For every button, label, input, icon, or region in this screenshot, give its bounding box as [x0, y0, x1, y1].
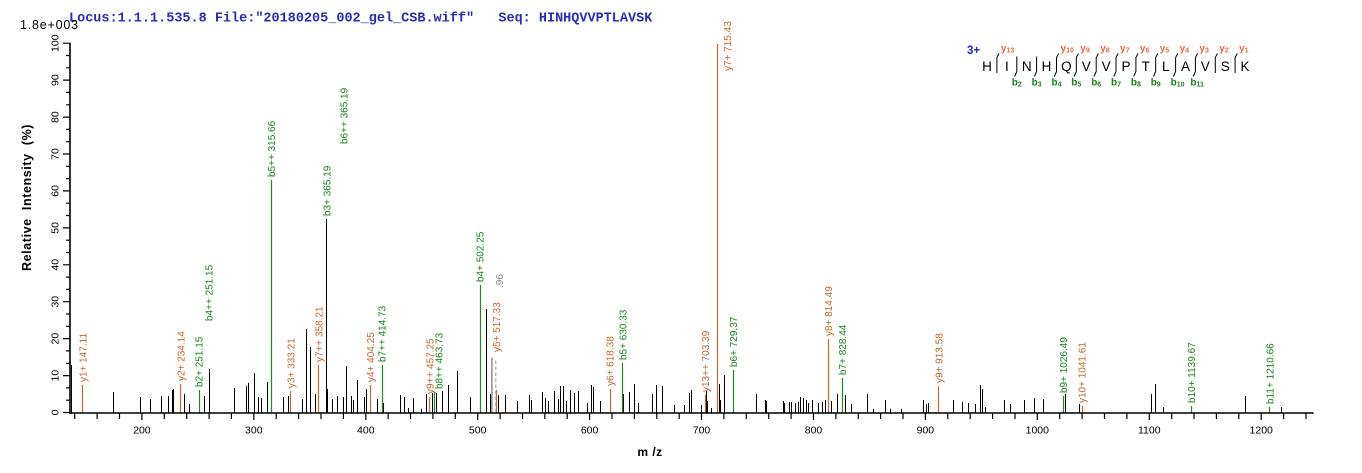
svg-text:V: V — [1102, 59, 1111, 74]
svg-text:y3+ 333.21: y3+ 333.21 — [287, 338, 298, 388]
svg-text:70: 70 — [50, 148, 62, 160]
svg-text:300: 300 — [245, 425, 263, 437]
svg-text:b5+ 630.33: b5+ 630.33 — [618, 309, 629, 360]
svg-text:500: 500 — [469, 425, 487, 437]
svg-text:b8++ 463.73: b8++ 463.73 — [434, 332, 445, 389]
svg-text:y9++ 457.25: y9++ 457.25 — [425, 338, 436, 394]
svg-text:40: 40 — [50, 259, 62, 271]
svg-text:Q: Q — [1061, 59, 1072, 74]
svg-text:b5++ 315.66: b5++ 315.66 — [267, 120, 278, 177]
svg-text:y9: y9 — [1080, 44, 1090, 55]
svg-text:b6++ 365.19: b6++ 365.19 — [339, 87, 350, 144]
svg-text:y6: y6 — [1140, 44, 1150, 55]
svg-text:1.8e+003: 1.8e+003 — [20, 18, 79, 32]
svg-text:H: H — [982, 59, 992, 74]
svg-text:A: A — [1181, 59, 1190, 74]
svg-text:V: V — [1201, 59, 1210, 74]
svg-text:y4: y4 — [1180, 44, 1190, 55]
svg-text:400: 400 — [357, 425, 375, 437]
svg-text:y7++ 358.21: y7++ 358.21 — [315, 306, 326, 362]
svg-text:Relative Intensity (%): Relative Intensity (%) — [20, 124, 34, 271]
svg-text:b10+ 1139.67: b10+ 1139.67 — [1187, 342, 1198, 403]
svg-text:50: 50 — [50, 222, 62, 234]
svg-text:y2+ 234.14: y2+ 234.14 — [177, 331, 188, 381]
svg-text:10: 10 — [50, 370, 62, 382]
svg-text:b6+ 729.37: b6+ 729.37 — [729, 316, 740, 367]
svg-text:0: 0 — [50, 409, 62, 415]
svg-text:b2: b2 — [1012, 78, 1022, 89]
svg-text:S: S — [1221, 59, 1230, 74]
svg-text:Locus:1.1.1.535.8 File:"201802: Locus:1.1.1.535.8 File:"20180205_002_gel… — [69, 12, 653, 27]
svg-text:b7+ 828.44: b7+ 828.44 — [838, 324, 849, 375]
svg-text:80: 80 — [50, 111, 62, 123]
svg-text:b6: b6 — [1091, 78, 1101, 89]
svg-text:900: 900 — [917, 425, 935, 437]
svg-text:y4+ 404.25: y4+ 404.25 — [366, 332, 377, 382]
svg-text:T: T — [1142, 59, 1150, 74]
svg-text:y13++ 703.39: y13++ 703.39 — [701, 330, 712, 392]
svg-text:m /z: m /z — [637, 445, 662, 459]
svg-text:y1: y1 — [1239, 44, 1249, 55]
svg-text:y1+ 147.11: y1+ 147.11 — [79, 333, 90, 382]
svg-text:b11: b11 — [1190, 78, 1204, 89]
svg-text:b5: b5 — [1071, 78, 1081, 89]
svg-text:P: P — [1121, 59, 1130, 74]
svg-text:y10+ 1041.61: y10+ 1041.61 — [1078, 342, 1089, 403]
svg-text:b4: b4 — [1052, 78, 1062, 89]
svg-text:b3: b3 — [1032, 78, 1042, 89]
svg-text:b2+ 251.15: b2+ 251.15 — [195, 336, 206, 387]
svg-text:700: 700 — [693, 425, 711, 437]
svg-text:b11+ 1210.66: b11+ 1210.66 — [1265, 343, 1276, 404]
svg-text:I: I — [1005, 59, 1009, 74]
svg-text:y6+ 618.38: y6+ 618.38 — [606, 336, 617, 386]
svg-text:1200: 1200 — [1250, 425, 1274, 437]
svg-text:b3+ 365.19: b3+ 365.19 — [322, 165, 333, 216]
svg-text:800: 800 — [805, 425, 823, 437]
svg-text:b4+ 502.25: b4+ 502.25 — [476, 231, 487, 282]
svg-text:b7++ 414.73: b7++ 414.73 — [378, 305, 389, 362]
svg-text:y7: y7 — [1120, 44, 1130, 55]
svg-text:y8+ 814.49: y8+ 814.49 — [824, 286, 835, 336]
svg-text:b8: b8 — [1131, 78, 1141, 89]
svg-text:y2: y2 — [1219, 44, 1229, 55]
svg-text:1100: 1100 — [1138, 425, 1161, 437]
svg-text:600: 600 — [581, 425, 599, 437]
svg-text:b9: b9 — [1151, 78, 1161, 89]
svg-text:y13: y13 — [1001, 44, 1014, 55]
svg-text:b10: b10 — [1171, 78, 1185, 89]
svg-text:b4++ 251.15: b4++ 251.15 — [205, 264, 216, 321]
svg-text:y10: y10 — [1061, 44, 1074, 55]
svg-text:H: H — [1042, 59, 1052, 74]
svg-text:20: 20 — [50, 333, 62, 345]
svg-text:y3: y3 — [1199, 44, 1209, 55]
svg-text:.96: .96 — [495, 274, 506, 288]
svg-text:3+: 3+ — [967, 45, 980, 57]
svg-text:200: 200 — [133, 425, 151, 437]
svg-text:30: 30 — [50, 296, 62, 308]
svg-text:b7: b7 — [1111, 78, 1121, 89]
svg-text:V: V — [1082, 59, 1091, 74]
svg-text:b9+ 1026.49: b9+ 1026.49 — [1059, 337, 1070, 393]
svg-text:L: L — [1162, 59, 1170, 74]
svg-text:y5+ 517.33: y5+ 517.33 — [492, 302, 503, 352]
svg-text:y9+ 913.58: y9+ 913.58 — [935, 333, 946, 383]
svg-text:60: 60 — [50, 185, 62, 197]
svg-text:1000: 1000 — [1026, 425, 1050, 437]
svg-text:K: K — [1240, 59, 1249, 74]
svg-text:y7+ 715.43: y7+ 715.43 — [723, 21, 734, 71]
svg-text:N: N — [1022, 59, 1032, 74]
svg-text:90: 90 — [50, 74, 62, 86]
svg-text:100: 100 — [50, 34, 62, 52]
svg-text:y5: y5 — [1160, 44, 1170, 55]
svg-text:y8: y8 — [1100, 44, 1110, 55]
